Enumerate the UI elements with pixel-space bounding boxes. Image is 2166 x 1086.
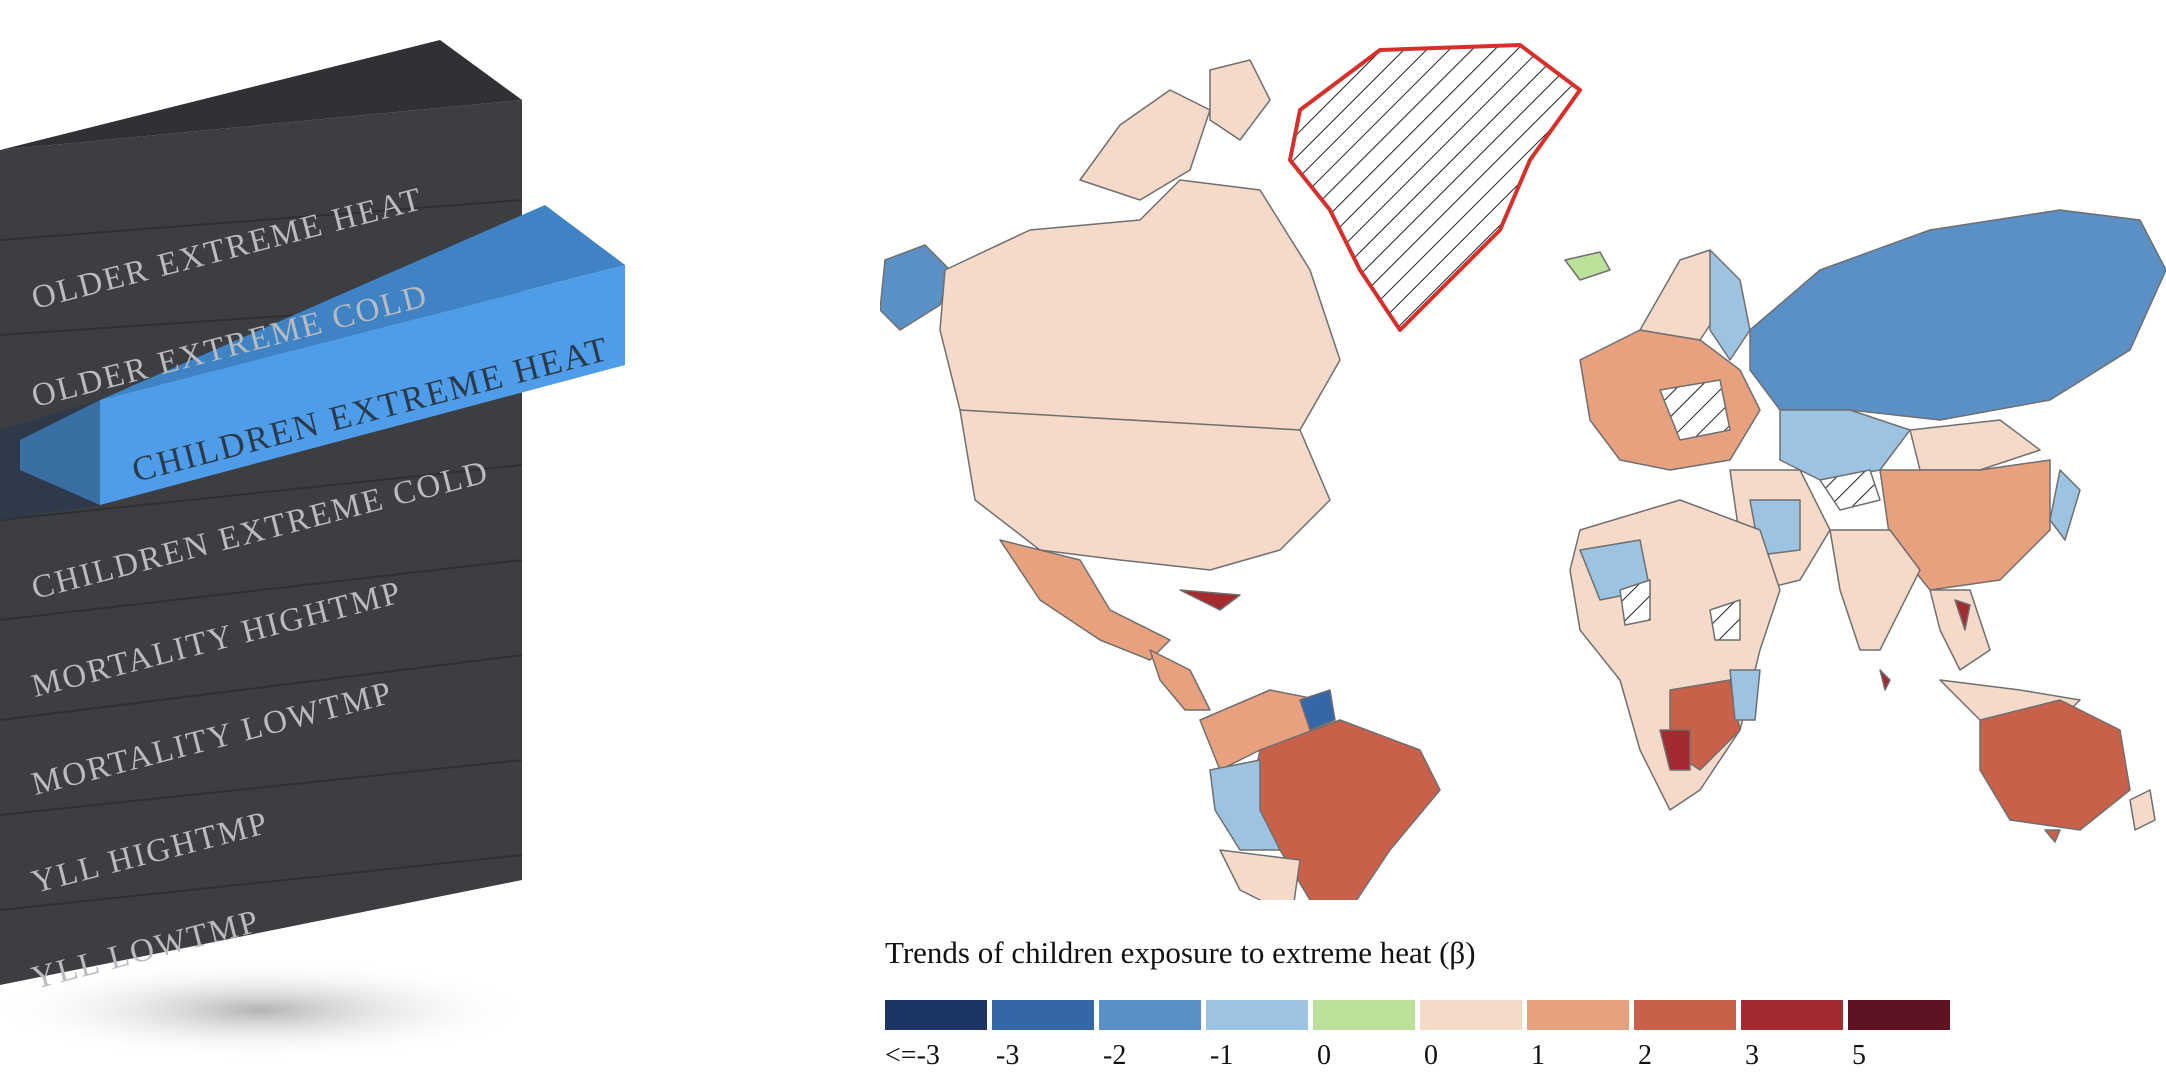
legend-swatch (992, 1000, 1094, 1030)
indicator-menu: OLDER EXTREME HEAT OLDER EXTREME COLD CH… (0, 0, 640, 1086)
region-russia (1749, 209, 2166, 421)
region-mozambique (1729, 669, 1761, 721)
region-central-asia-nodata (1819, 469, 1881, 511)
menu-shadow (0, 960, 530, 1060)
region-guyana (1299, 689, 1336, 731)
legend-swatch (885, 1000, 987, 1030)
legend-swatch (1420, 1000, 1522, 1030)
legend-swatch (1206, 1000, 1308, 1030)
legend-swatch (1634, 1000, 1736, 1030)
region-india (1829, 529, 1921, 651)
active-item-front (100, 265, 625, 505)
legend-tick-label: 2 (1638, 1040, 1652, 1071)
legend-tick-label: 5 (1852, 1040, 1866, 1071)
region-scandinavia (1639, 249, 1721, 341)
region-greenland (1288, 43, 1582, 332)
legend-tick-label: 0 (1317, 1040, 1331, 1071)
region-new-zealand (2129, 789, 2156, 831)
region-southeast-asia (1929, 589, 1991, 671)
region-mexico (999, 539, 1171, 661)
region-sudan-nodata (1709, 599, 1741, 641)
menu-3d-shape (0, 40, 625, 1060)
region-japan (2049, 469, 2081, 541)
active-item-top (100, 205, 625, 400)
legend-title: Trends of children exposure to extreme h… (885, 935, 1476, 970)
legend-tick-label: <=-3 (885, 1040, 940, 1071)
menu-top-face (0, 40, 522, 150)
world-choropleth-map (879, 30, 2166, 931)
legend-swatch (1848, 1000, 1950, 1030)
region-ellesmere (1209, 59, 1271, 141)
legend-tick-label: 3 (1745, 1040, 1759, 1071)
region-australia (1979, 699, 2131, 831)
region-bolivia (1209, 759, 1281, 851)
region-cambodia (1954, 599, 1971, 631)
region-mongolia (1909, 419, 2041, 471)
region-central-america (1149, 649, 1211, 711)
legend-tick-label: -2 (1103, 1040, 1127, 1071)
legend-tick-label: 1 (1531, 1040, 1545, 1071)
region-tasmania (2044, 829, 2061, 843)
region-iceland (1564, 251, 1611, 281)
region-usa (959, 409, 1331, 571)
map-svg (879, 43, 2166, 931)
region-alaska (879, 244, 951, 331)
legend-swatch (1527, 1000, 1629, 1030)
legend-tick-label: -3 (996, 1040, 1020, 1071)
legend-swatch (1741, 1000, 1843, 1030)
region-ukraine-nodata (1659, 379, 1731, 441)
legend-swatch (1099, 1000, 1201, 1030)
legend-tick-label: -1 (1210, 1040, 1234, 1071)
region-mali-nodata (1619, 579, 1651, 626)
active-item-side (20, 400, 100, 505)
region-sri-lanka (1879, 669, 1891, 691)
region-namibia (1659, 729, 1691, 771)
legend-swatch (1313, 1000, 1415, 1030)
legend-tick-label: 0 (1424, 1040, 1438, 1071)
region-cuba (1179, 589, 1241, 611)
region-canada (939, 179, 1341, 431)
region-finland (1709, 249, 1751, 361)
